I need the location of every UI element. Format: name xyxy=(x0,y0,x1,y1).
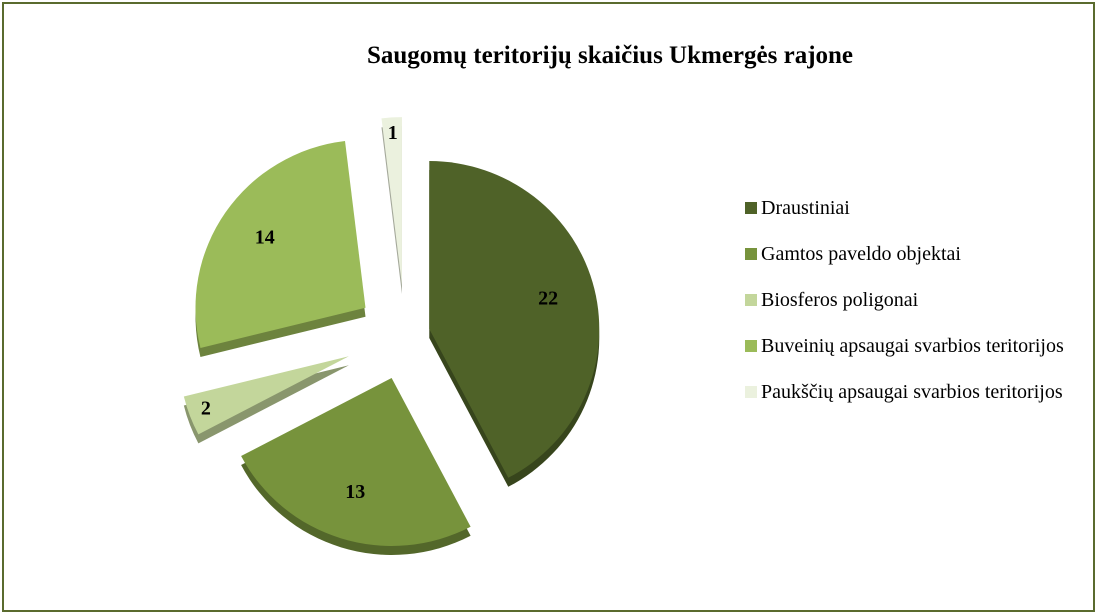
legend-item: Biosferos poligonai xyxy=(745,287,1075,313)
data-label: 14 xyxy=(255,227,275,249)
pie-slice xyxy=(381,117,402,286)
legend-label: Buveinių apsaugai svarbios teritorijos xyxy=(761,335,1064,357)
legend-item: Paukščių apsaugai svarbios teritorijos xyxy=(745,379,1075,405)
legend-label: Draustiniai xyxy=(761,197,850,219)
data-label: 22 xyxy=(538,288,558,310)
legend-item: Buveinių apsaugai svarbios teritorijos xyxy=(745,333,1075,359)
legend-swatch xyxy=(745,248,757,260)
pie-slice xyxy=(183,356,349,435)
legend: Draustiniai Gamtos paveldo objektai Biosfe… xyxy=(745,195,1075,425)
pie-slice xyxy=(241,377,471,546)
data-label: 1 xyxy=(388,122,398,144)
legend-swatch xyxy=(745,294,757,306)
pie-slice xyxy=(195,140,366,348)
data-label: 2 xyxy=(201,397,211,419)
data-label: 13 xyxy=(345,481,365,503)
legend-label: Biosferos poligonai xyxy=(761,289,919,311)
legend-item: Gamtos paveldo objektai xyxy=(745,241,1075,267)
legend-swatch xyxy=(745,340,757,352)
legend-item: Draustiniai xyxy=(745,195,1075,221)
pie-chart: 22 13 2 14 1 xyxy=(183,117,600,555)
chart-title: Saugomų teritorijų skaičius Ukmergės raj… xyxy=(366,42,854,69)
legend-swatch xyxy=(745,202,757,214)
legend-swatch xyxy=(745,386,757,398)
legend-label: Gamtos paveldo objektai xyxy=(761,243,961,265)
pie-slice-side xyxy=(183,365,349,444)
pie-slice xyxy=(429,161,600,478)
legend-label: Paukščių apsaugai svarbios teritorijos xyxy=(761,381,1063,403)
